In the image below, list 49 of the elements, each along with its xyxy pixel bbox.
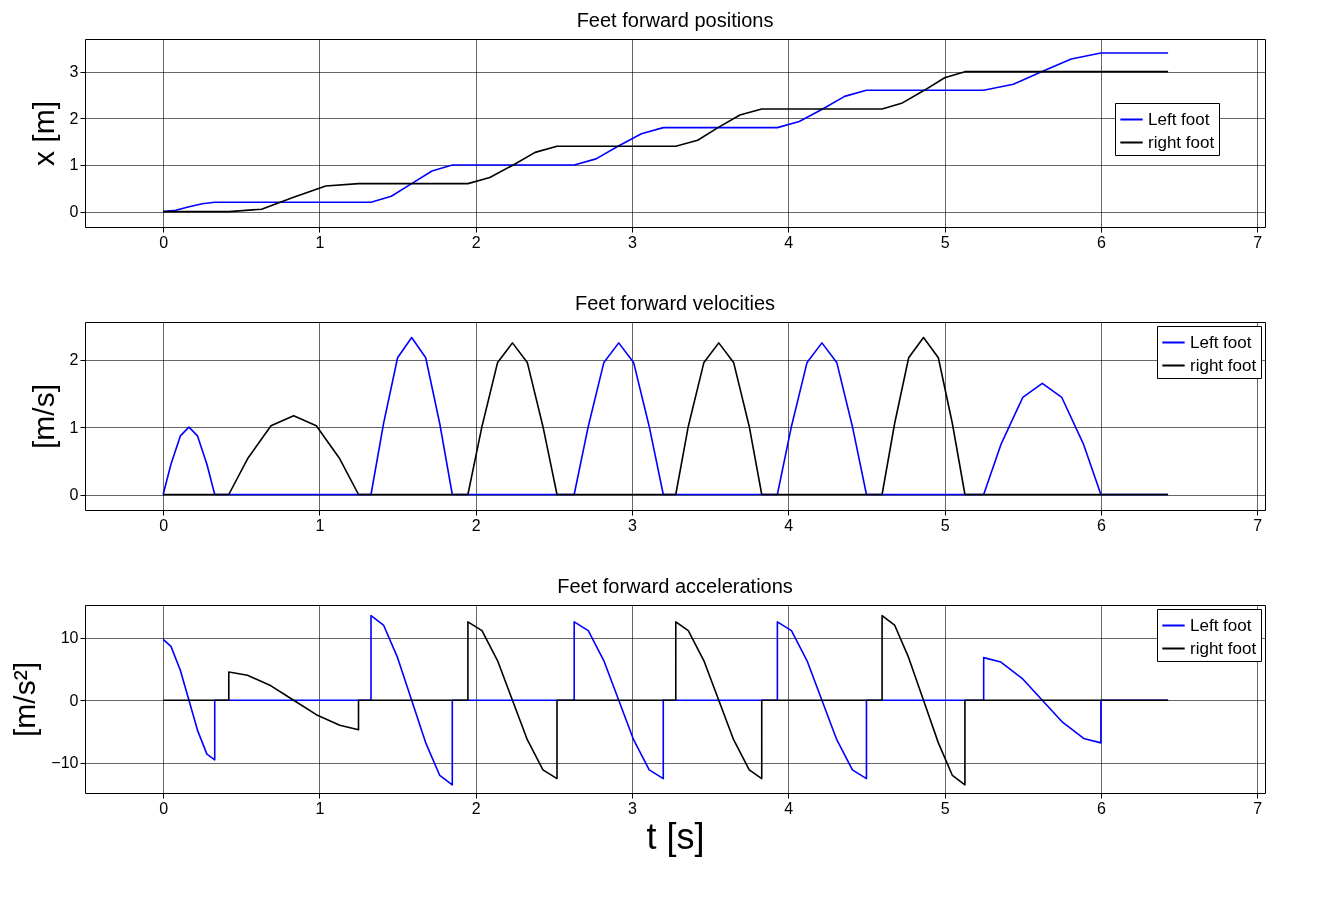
- y-tick-label: 1: [69, 418, 79, 436]
- line-series: [162, 336, 1169, 496]
- legend-label: right foot: [1190, 638, 1257, 658]
- x-tick-label: 0: [159, 516, 169, 534]
- x-tick-label: 7: [1253, 516, 1263, 534]
- x-tick-label: 1: [315, 233, 325, 251]
- x-tick-label: 6: [1096, 799, 1106, 817]
- y-axis-title: x [m]: [26, 101, 60, 166]
- x-tick-label: 1: [315, 799, 325, 817]
- x-tick-label: 4: [784, 516, 794, 534]
- x-tick-label: 4: [784, 799, 794, 817]
- x-tick-label: 3: [628, 799, 638, 817]
- x-tick-label: 1: [315, 516, 325, 534]
- x-tick-label: 4: [784, 233, 794, 251]
- legend-label: right foot: [1190, 355, 1257, 375]
- y-tick-label: 3: [69, 63, 79, 81]
- line-series: [162, 614, 1169, 786]
- x-tick-label: 6: [1096, 516, 1106, 534]
- x-tick-label: 2: [471, 516, 481, 534]
- x-tick-label: 7: [1253, 799, 1263, 817]
- y-axis-title: [m/s²]: [8, 662, 42, 737]
- x-tick-label: 5: [940, 516, 950, 534]
- x-tick-label: 5: [940, 233, 950, 251]
- x-tick-label: 7: [1253, 233, 1263, 251]
- x-tick-label: 0: [159, 799, 169, 817]
- y-tick-label: 0: [69, 486, 79, 503]
- y-axis-title: [m/s]: [26, 384, 60, 449]
- x-axis-title: t [s]: [646, 815, 705, 857]
- x-tick-label: 2: [471, 799, 481, 817]
- x-tick-label: 3: [628, 516, 638, 534]
- chart-title: Feet forward accelerations: [557, 575, 793, 597]
- legend-label: Left foot: [1190, 615, 1252, 635]
- x-tick-label: 2: [471, 233, 481, 251]
- chart-title: Feet forward positions: [576, 9, 774, 31]
- legend-label: Left foot: [1190, 332, 1252, 352]
- y-tick-label: 0: [69, 691, 79, 709]
- y-tick-label: −10: [51, 754, 79, 772]
- legend-label: Left foot: [1148, 109, 1210, 129]
- x-tick-label: 3: [628, 233, 638, 251]
- y-tick-label: 2: [69, 109, 79, 127]
- x-tick-label: 6: [1096, 233, 1106, 251]
- y-tick-label: 2: [69, 351, 79, 369]
- x-tick-label: 0: [159, 233, 169, 251]
- chart-title: Feet forward velocities: [574, 292, 776, 314]
- legend-label: right foot: [1148, 132, 1215, 152]
- y-tick-label: 0: [69, 203, 79, 221]
- y-tick-label: 10: [60, 629, 79, 647]
- x-tick-label: 5: [940, 799, 950, 817]
- y-tick-label: 1: [69, 156, 79, 174]
